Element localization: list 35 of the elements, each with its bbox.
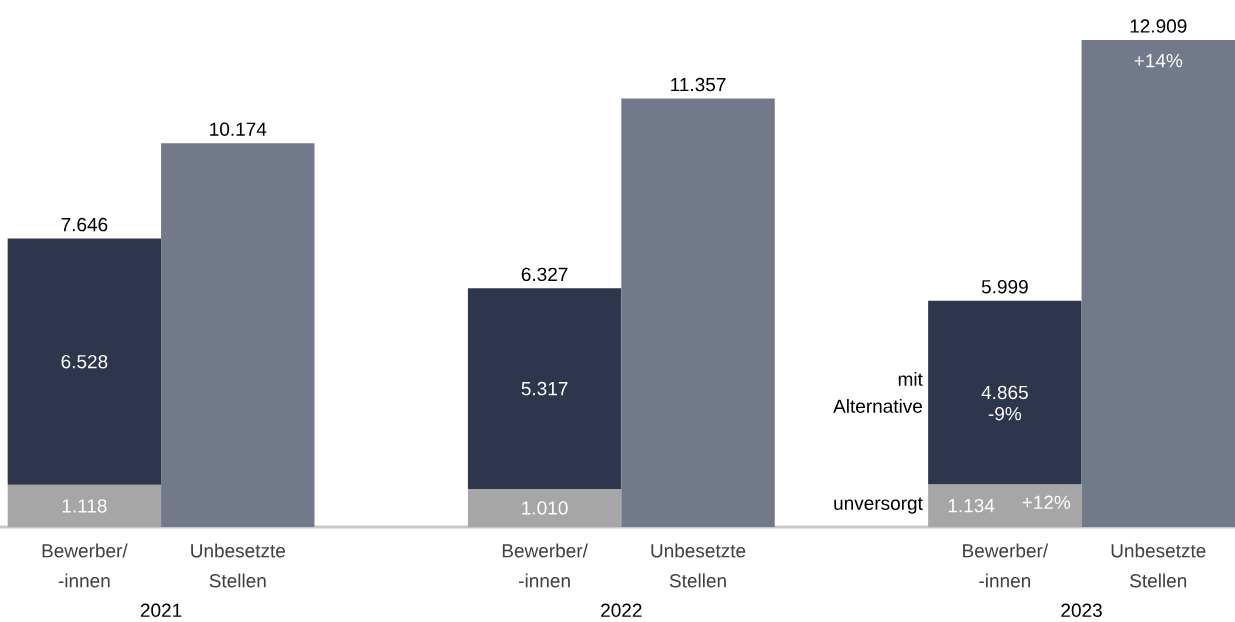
bar xyxy=(161,143,315,527)
data-label: 5.317 xyxy=(521,381,568,396)
text: 2023 xyxy=(1061,603,1102,617)
annotation: -9% xyxy=(988,406,1022,421)
annotation: +12% xyxy=(1022,495,1071,509)
data-label: 4.865 xyxy=(981,385,1028,400)
bar xyxy=(467,288,622,489)
total-label: 12.909 xyxy=(1130,19,1187,33)
bar xyxy=(7,484,162,527)
x-tick-label: Bewerber/ -innen xyxy=(42,543,128,588)
bar xyxy=(928,484,1082,527)
total-label: 6.327 xyxy=(521,267,568,282)
total-label: 10.174 xyxy=(210,122,267,136)
data-label: 1.010 xyxy=(522,501,568,515)
x-tick-label: Bewerber/ -innen xyxy=(963,543,1049,588)
bar xyxy=(621,98,775,527)
total-label: 5.999 xyxy=(981,280,1028,294)
x-tick-label: Unbesetzte Stellen xyxy=(651,543,746,588)
text: 2021 xyxy=(140,603,182,617)
bar xyxy=(1081,39,1235,527)
total-label: 11.357 xyxy=(671,77,726,92)
bar xyxy=(467,488,622,527)
x-tick-label: Unbesetzte Stellen xyxy=(1111,543,1206,588)
text: 2022 xyxy=(601,603,642,617)
x-tick-label: Unbesetzte Stellen xyxy=(191,543,285,588)
annotation: +14% xyxy=(1134,53,1183,68)
series-label: mit Alternative xyxy=(833,371,923,413)
data-label: 1.134 xyxy=(948,498,995,513)
bar xyxy=(928,300,1082,485)
data-label: 6.528 xyxy=(61,354,108,369)
series-label: unversorgt xyxy=(834,497,923,514)
x-tick-label: Bewerber/ -innen xyxy=(502,543,588,588)
data-label: 1.118 xyxy=(62,499,107,513)
bar xyxy=(7,238,162,485)
total-label: 7.646 xyxy=(61,217,108,232)
